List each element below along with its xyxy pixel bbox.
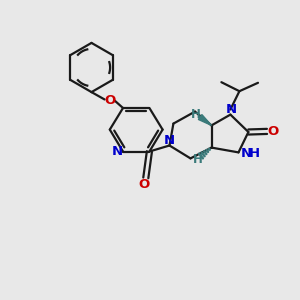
Text: H: H — [249, 147, 260, 161]
Text: N: N — [240, 147, 252, 161]
Text: N: N — [111, 145, 123, 158]
Text: N: N — [226, 103, 237, 116]
Text: N: N — [164, 134, 175, 147]
Text: O: O — [104, 94, 115, 106]
Text: O: O — [139, 178, 150, 191]
Text: H: H — [193, 153, 203, 166]
Polygon shape — [198, 115, 212, 125]
Text: H: H — [191, 108, 201, 121]
Text: O: O — [267, 125, 279, 138]
